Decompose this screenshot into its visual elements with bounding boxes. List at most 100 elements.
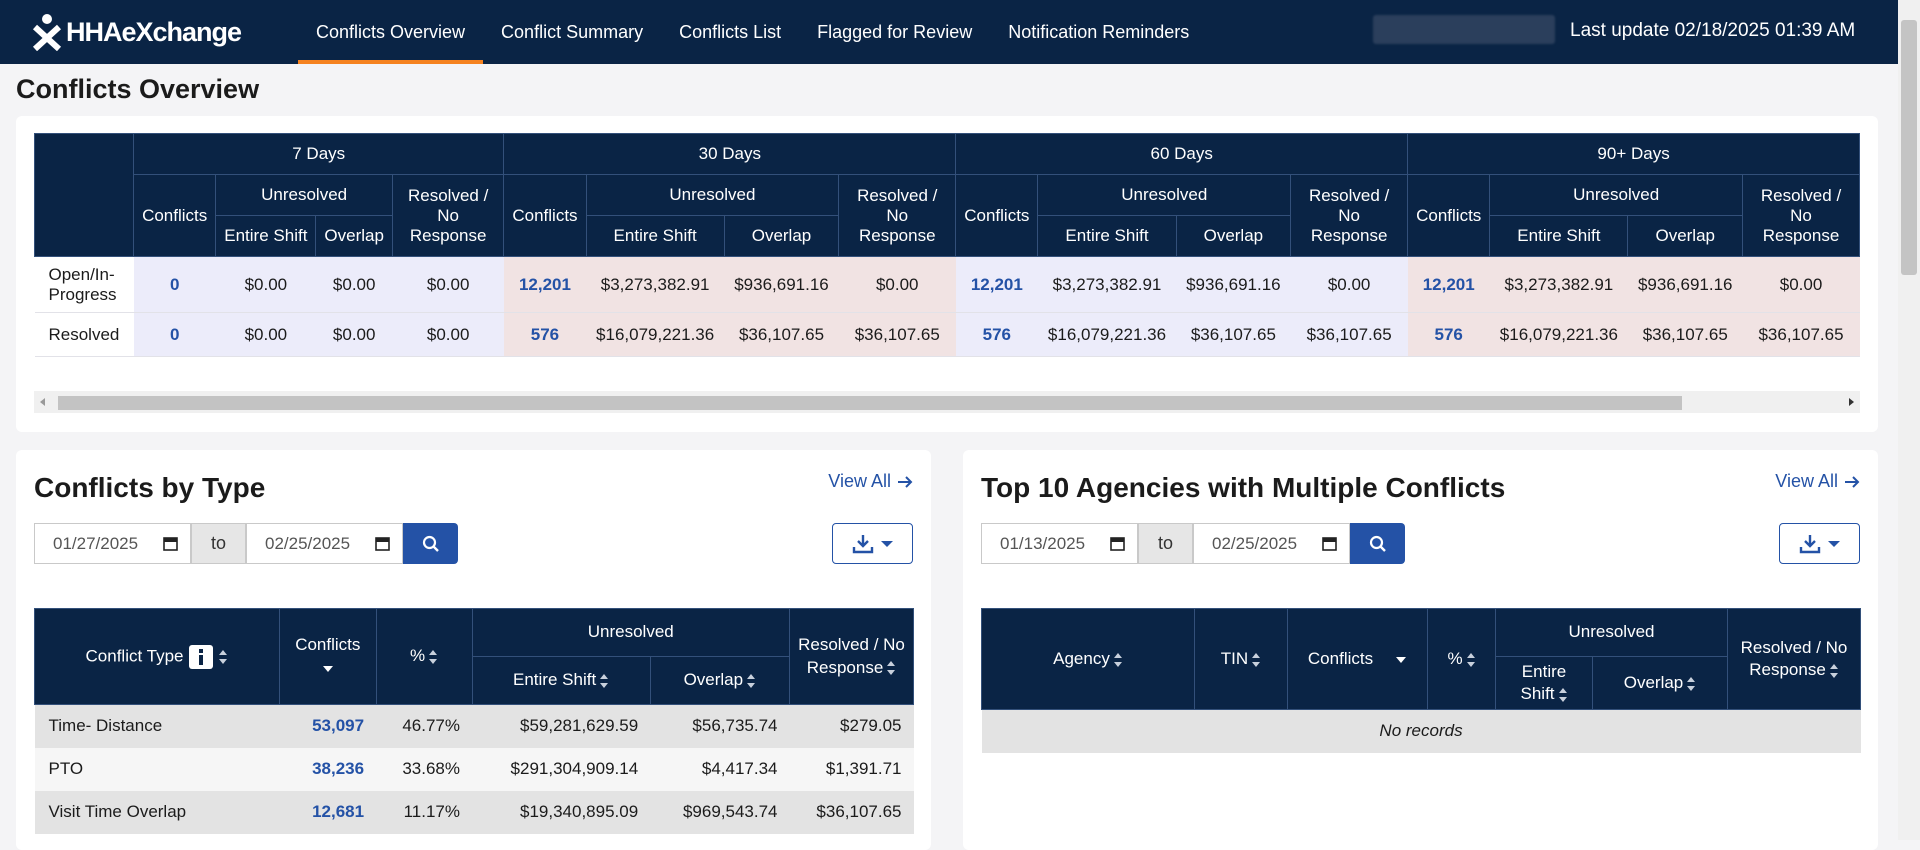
sort-icon[interactable]	[1686, 676, 1696, 692]
brand: HHAeXchange	[32, 13, 298, 51]
col-header: Conflicts	[1407, 174, 1491, 257]
view-all-text: View All	[1775, 471, 1838, 491]
amount: $36,107.65	[1176, 312, 1291, 357]
amount: $969,543.74	[650, 790, 790, 834]
amount: $36,107.65	[724, 312, 839, 357]
data-row: PTO 38,236 33.68% $291,304,909.14 $4,417.34 $…	[34, 747, 914, 791]
row-label: Open/In-Progress	[34, 256, 134, 313]
amount: $59,281,629.59	[472, 704, 651, 748]
sort-icon[interactable]	[1466, 652, 1476, 668]
nav-tab[interactable]: Conflicts List	[679, 21, 782, 42]
view-all[interactable]: View All	[828, 471, 913, 492]
col-header: Entire Shift	[1037, 215, 1177, 257]
scroll-left[interactable]	[34, 391, 52, 413]
col-header-text: Agency	[1053, 649, 1110, 669]
amount: $0.00	[315, 312, 393, 357]
sort-icon[interactable]	[1251, 652, 1261, 668]
col-header: Unresolved	[471, 608, 791, 657]
col-header: Unresolved	[215, 174, 393, 216]
by-type-panel: Conflicts by Type View All 01/27/2025 to 02/…	[16, 450, 931, 850]
sort-desc-icon[interactable]	[322, 665, 334, 673]
col-header[interactable]: Resolved / No Response	[1727, 607, 1861, 711]
col-header-text: Entire Shift	[513, 670, 597, 690]
col-header[interactable]: Conflict Type	[34, 608, 280, 705]
date-input[interactable]: 01/13/2025	[981, 523, 1138, 564]
calendar-icon[interactable]	[1322, 536, 1337, 551]
info-icon[interactable]	[189, 644, 215, 669]
sort-icon[interactable]	[746, 673, 756, 689]
caret-icon	[1827, 540, 1840, 547]
col-header-text: %	[409, 646, 426, 666]
download-button[interactable]	[832, 523, 913, 564]
date-input[interactable]: 01/27/2025	[34, 523, 191, 564]
conflict-count[interactable]: 0	[133, 256, 216, 313]
conflict-count[interactable]: 12,201	[1407, 256, 1490, 313]
conflict-count[interactable]: 576	[955, 312, 1038, 357]
col-header: Overlap	[1175, 215, 1292, 257]
amount: $36,107.65	[838, 312, 956, 357]
overview-table: 7 Days 30 Days 60 Days 90+ Days Conflicts Unr…	[34, 133, 1860, 357]
sort-desc-icon[interactable]	[1395, 656, 1407, 664]
col-header: Entire Shift	[585, 215, 725, 257]
date-text: 01/13/2025	[1000, 533, 1086, 553]
col-header[interactable]: Overlap	[649, 656, 791, 705]
sort-icon[interactable]	[886, 660, 896, 676]
calendar-icon[interactable]	[375, 536, 390, 551]
calendar-icon[interactable]	[163, 536, 178, 551]
sort-icon[interactable]	[1829, 663, 1839, 679]
nav-tab[interactable]: Conflict Summary	[501, 21, 644, 42]
nav-tab[interactable]: Notification Reminders	[1008, 21, 1190, 42]
col-header[interactable]: Overlap	[1592, 655, 1728, 711]
scroll-right[interactable]	[1842, 391, 1860, 413]
conflict-count[interactable]: 38,236	[279, 747, 377, 791]
amount: $0.00	[392, 256, 504, 313]
nav-tab[interactable]: Conflicts Overview	[298, 0, 483, 64]
conflict-count[interactable]: 53,097	[279, 704, 377, 748]
h-scroll-thumb[interactable]	[58, 396, 1682, 410]
nav-tab[interactable]: Flagged for Review	[817, 21, 973, 42]
amount: $3,273,382.91	[586, 256, 725, 313]
col-header: Overlap	[723, 215, 840, 257]
date-input[interactable]: 02/25/2025	[1193, 523, 1350, 564]
view-all[interactable]: View All	[1775, 471, 1860, 492]
header-row: 7 Days 30 Days 60 Days 90+ Days	[34, 133, 1860, 257]
sort-icon[interactable]	[599, 673, 609, 689]
date-input[interactable]: 02/25/2025	[246, 523, 403, 564]
conflict-count[interactable]: 0	[133, 312, 216, 357]
col-header[interactable]: TIN	[1194, 607, 1288, 711]
col-header[interactable]: %	[375, 608, 473, 705]
sort-icon[interactable]	[1558, 687, 1568, 703]
col-header[interactable]: Resolved / No Response	[789, 608, 914, 705]
col-header[interactable]: Entire Shift	[471, 656, 651, 705]
panel-title: Top 10 Agencies with Multiple Conflicts	[981, 472, 1506, 503]
conflict-count[interactable]: 576	[1407, 312, 1490, 357]
col-header-text: TIN	[1220, 649, 1249, 669]
conflict-count[interactable]: 12,681	[279, 790, 377, 834]
amount: $0.00	[215, 256, 316, 313]
col-header[interactable]: Agency	[981, 607, 1195, 711]
overview-card: 7 Days 30 Days 60 Days 90+ Days Conflicts Unr…	[16, 116, 1878, 432]
search-button[interactable]	[403, 523, 458, 564]
col-header[interactable]: Entire Shift	[1495, 655, 1594, 711]
sort-icon[interactable]	[428, 649, 438, 665]
download-icon	[852, 534, 873, 553]
sort-icon[interactable]	[1113, 652, 1123, 668]
search-button[interactable]	[1350, 523, 1405, 564]
download-button[interactable]	[1779, 523, 1860, 564]
col-header[interactable]: Conflicts	[279, 608, 377, 705]
conflict-count[interactable]: 576	[503, 312, 587, 357]
scroll-thumb[interactable]	[1901, 20, 1917, 275]
amount: $291,304,909.14	[472, 747, 651, 791]
col-header: Unresolved	[1489, 174, 1744, 216]
calendar-icon[interactable]	[1110, 536, 1125, 551]
sort-icon[interactable]	[218, 649, 228, 665]
col-header[interactable]: Conflicts	[1287, 607, 1428, 711]
amount: $936,691.16	[1176, 256, 1291, 313]
caret-icon	[880, 540, 893, 547]
conflict-count[interactable]: 12,201	[955, 256, 1038, 313]
conflict-count[interactable]: 12,201	[503, 256, 587, 313]
amount: $36,107.65	[789, 790, 914, 834]
date-text: 02/25/2025	[265, 533, 351, 553]
corner-cell	[34, 133, 135, 257]
col-header[interactable]: %	[1426, 607, 1497, 711]
